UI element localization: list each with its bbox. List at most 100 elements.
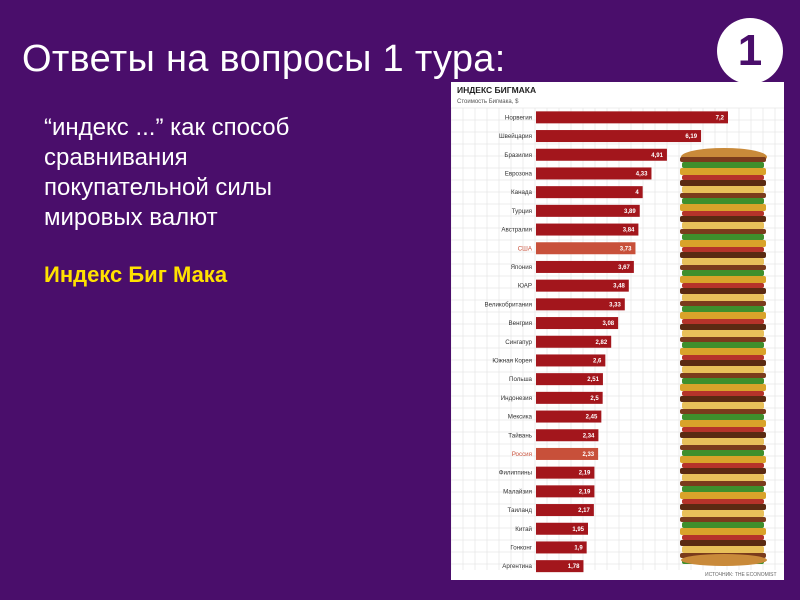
bar [536, 541, 587, 554]
question-line: сравнивания [44, 144, 188, 171]
question-line: покупательной силы [44, 174, 273, 201]
category-label: Аргентина [502, 563, 532, 570]
value-label: 3,67 [618, 265, 630, 271]
bar [536, 242, 636, 255]
category-label: Мексика [508, 414, 533, 421]
category-label: Таиланд [508, 507, 533, 514]
burger-layer [682, 427, 764, 432]
burger-layer [682, 463, 764, 468]
value-label: 2,6 [593, 358, 602, 364]
burger-layer [680, 180, 766, 186]
bars: Норвегия 7,2 Швейцария 6,19 Бразилия 4,91 Евро… [484, 111, 728, 573]
bar [536, 373, 603, 386]
bar [536, 560, 584, 573]
value-label: 3,08 [602, 321, 614, 327]
bar [536, 391, 603, 404]
burger-layer [680, 504, 766, 510]
bar [536, 298, 625, 311]
bar [536, 522, 588, 535]
bar [536, 130, 702, 143]
value-label: 2,19 [579, 489, 591, 495]
big-mac-index-chart: ИНДЕКС БИГМАКА Стоимость Бигмака, $ Норв… [451, 82, 784, 580]
bar [536, 167, 652, 180]
bar [536, 223, 639, 236]
burger-layer [680, 384, 766, 391]
value-label: 7,2 [716, 115, 725, 121]
burger-layer [680, 288, 766, 294]
burger-layer [682, 378, 764, 384]
burger-layer [680, 420, 766, 427]
chart-source: ИСТОЧНИК: THE ECONOMIST [705, 572, 777, 578]
value-label: 2,51 [587, 377, 599, 383]
bar [536, 279, 629, 292]
bar [536, 335, 612, 348]
category-label: Норвегия [505, 114, 532, 121]
value-label: 6,19 [685, 134, 697, 140]
bar [536, 260, 634, 273]
bar [536, 354, 606, 367]
category-label: Китай [515, 526, 532, 533]
burger-layer [682, 175, 764, 180]
category-label: Швейцария [499, 133, 532, 140]
bar [536, 504, 594, 517]
burger-layer [680, 337, 766, 342]
category-label: Россия [512, 451, 532, 458]
value-label: 4,91 [651, 153, 663, 159]
burger-layer [680, 396, 766, 402]
question-line: “индекс ...” как способ [44, 114, 290, 141]
category-label: США [518, 245, 533, 252]
burger-layer [682, 474, 764, 481]
slide-title: Ответы на вопросы 1 тура: [22, 38, 506, 80]
burger-layer [682, 319, 764, 324]
burger-layer [680, 193, 766, 198]
burger-stack-illustration [680, 148, 767, 566]
burger-layer [682, 522, 764, 528]
value-label: 4,33 [636, 171, 648, 177]
burger-layer [682, 270, 764, 276]
burger-layer [682, 330, 764, 337]
burger-layer [680, 229, 766, 234]
burger-layer [682, 546, 764, 553]
burger-layer [680, 445, 766, 450]
bar [536, 410, 602, 423]
burger-layer [682, 355, 764, 360]
value-label: 3,73 [620, 246, 632, 252]
value-label: 1,78 [568, 564, 580, 570]
burger-layer [682, 306, 764, 312]
category-label: Япония [511, 264, 532, 271]
bar [536, 148, 667, 161]
bar [536, 466, 595, 479]
burger-layer [680, 240, 766, 247]
burger-layer [682, 186, 764, 193]
burger-layer [682, 222, 764, 229]
burger-layer [682, 283, 764, 288]
burger-layer [680, 517, 766, 522]
category-label: Бразилия [504, 152, 532, 159]
burger-layer [680, 456, 766, 463]
question-line: мировых валют [44, 204, 218, 231]
category-label: Канада [511, 189, 533, 196]
burger-layer [682, 391, 764, 396]
value-label: 3,48 [613, 284, 625, 290]
category-label: Польша [509, 376, 533, 383]
answer-text: Индекс Биг Мака [44, 262, 228, 287]
bar [536, 429, 599, 442]
burger-layer [682, 198, 764, 204]
bar [536, 204, 640, 217]
burger-layer [680, 492, 766, 499]
burger-layer [680, 168, 766, 175]
value-label: 1,95 [572, 527, 584, 533]
value-label: 2,82 [596, 340, 608, 346]
category-label: Сингапур [505, 339, 532, 346]
burger-layer [680, 373, 766, 378]
category-label: Великобритания [484, 301, 532, 308]
category-label: Австралия [501, 227, 532, 234]
category-label: Турция [512, 208, 532, 215]
burger-layer [680, 301, 766, 306]
value-label: 2,45 [586, 415, 598, 421]
value-label: 3,89 [624, 209, 636, 215]
question-text: “индекс ...” как способ сравнивания поку… [44, 113, 374, 233]
bar [536, 111, 728, 124]
value-label: 2,17 [578, 508, 590, 514]
burger-layer [680, 216, 766, 222]
